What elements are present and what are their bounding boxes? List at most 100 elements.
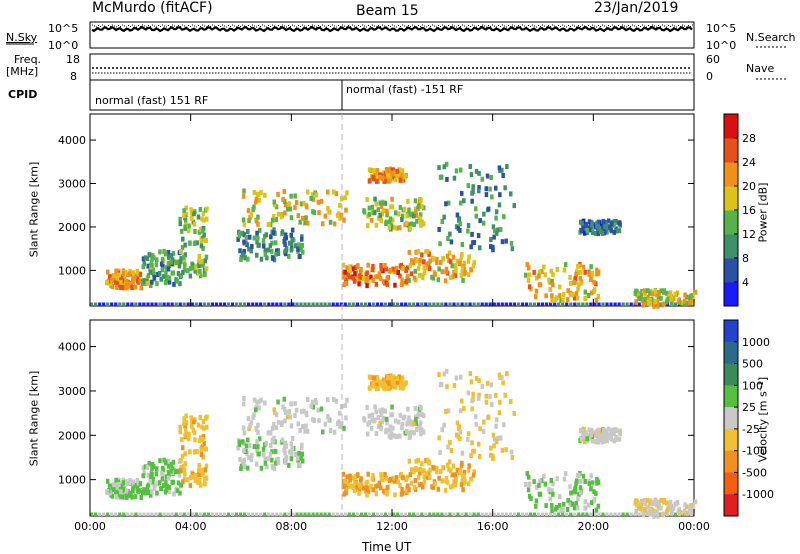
- echo-cell: [154, 262, 159, 268]
- ground-scatter-cell: [577, 302, 581, 306]
- echo-cell: [555, 267, 559, 272]
- echo-cell: [177, 472, 182, 478]
- echo-cell: [491, 456, 495, 462]
- echo-cell: [449, 259, 453, 265]
- echo-cell: [385, 281, 389, 287]
- ground-scatter-cell: [303, 302, 307, 306]
- echo-cell: [178, 216, 182, 222]
- ground-scatter-cell: [210, 302, 214, 306]
- echo-cell: [460, 450, 465, 456]
- echo-cell: [242, 430, 247, 436]
- echo-cell: [259, 465, 264, 471]
- echo-cell: [158, 270, 162, 276]
- echo-cell: [244, 449, 248, 454]
- ground-scatter-cell: [456, 512, 460, 516]
- echo-cell: [450, 263, 454, 269]
- echo-cell: [547, 487, 551, 492]
- colorbar-tick-label: -100: [742, 445, 767, 458]
- echo-cell: [293, 193, 297, 199]
- echo-cell: [299, 455, 303, 461]
- echo-cell: [166, 470, 171, 476]
- echo-cell: [289, 215, 294, 221]
- ground-scatter-cell: [408, 302, 412, 306]
- echo-cell: [379, 475, 384, 481]
- echo-cell: [458, 221, 462, 227]
- echo-cell: [582, 439, 587, 445]
- echo-cell: [122, 281, 126, 287]
- echo-cell: [602, 219, 606, 225]
- echo-cell: [643, 297, 647, 303]
- echo-cell: [578, 275, 583, 281]
- echo-cell: [290, 227, 295, 233]
- echo-cell: [352, 488, 357, 494]
- echo-cell: [538, 269, 542, 275]
- echo-cell: [370, 267, 375, 273]
- echo-cell: [595, 223, 599, 229]
- echo-cell: [198, 268, 202, 274]
- echo-cell: [478, 426, 482, 432]
- echo-cell: [366, 489, 371, 495]
- echo-cell: [407, 487, 411, 493]
- colorbar-tick-label: 20: [742, 180, 756, 193]
- echo-cell: [346, 480, 351, 486]
- echo-cell: [238, 248, 242, 254]
- ground-scatter-cell: [452, 512, 456, 516]
- echo-cell: [430, 484, 434, 490]
- ground-scatter-cell: [363, 302, 367, 306]
- echo-cell: [443, 487, 448, 493]
- ground-scatter-cell: [416, 302, 420, 306]
- echo-cell: [274, 204, 279, 210]
- echo-cell: [288, 414, 293, 420]
- echo-cell: [395, 172, 400, 178]
- echo-cell: [502, 214, 506, 220]
- echo-cell: [202, 440, 206, 446]
- echo-cell: [160, 256, 165, 262]
- ground-scatter-cell: [553, 512, 557, 516]
- echo-cell: [138, 278, 143, 284]
- echo-cell: [125, 279, 129, 284]
- ground-scatter-cell: [343, 302, 347, 306]
- echo-cell: [489, 445, 493, 451]
- echo-cell: [178, 468, 183, 474]
- ground-scatter-cell: [323, 302, 327, 306]
- echo-cell: [139, 285, 143, 291]
- echo-cell: [241, 401, 246, 407]
- echo-cell: [382, 279, 386, 285]
- echo-cell: [124, 284, 128, 289]
- ground-scatter-cell: [323, 512, 327, 516]
- velocity-ylabel: Slant Range [km]: [27, 370, 41, 467]
- echo-cell: [419, 218, 423, 224]
- echo-cell: [306, 189, 310, 195]
- ground-scatter-cell: [412, 302, 416, 306]
- echo-cell: [187, 223, 191, 229]
- ground-scatter-cell: [541, 512, 545, 516]
- echo-cell: [196, 259, 201, 265]
- echo-cell: [276, 399, 280, 405]
- ground-scatter-cell: [122, 512, 126, 516]
- ground-scatter-cell: [500, 302, 504, 306]
- echo-cell: [461, 277, 465, 283]
- echo-cell: [276, 419, 281, 425]
- echo-cell: [118, 492, 122, 498]
- echo-cell: [252, 444, 257, 450]
- echo-cell: [417, 272, 422, 278]
- echo-cell: [178, 259, 183, 265]
- echo-cell: [121, 271, 125, 276]
- echo-cell: [203, 258, 208, 264]
- echo-cell: [558, 494, 562, 500]
- echo-cell: [497, 372, 502, 378]
- echo-cell: [131, 270, 135, 276]
- echo-cell: [195, 449, 199, 455]
- echo-cell: [379, 412, 384, 417]
- ground-scatter-cell: [339, 302, 343, 306]
- echo-cell: [466, 467, 471, 473]
- echo-cell: [418, 261, 422, 267]
- ground-scatter-cell: [98, 302, 102, 306]
- echo-cell: [280, 437, 285, 443]
- echo-cell: [256, 430, 260, 435]
- echo-cell: [412, 430, 416, 436]
- colorbar-tick-label: -1000: [742, 488, 774, 501]
- echo-cell: [162, 273, 166, 279]
- echo-cell: [414, 249, 418, 255]
- echo-cell: [180, 453, 185, 459]
